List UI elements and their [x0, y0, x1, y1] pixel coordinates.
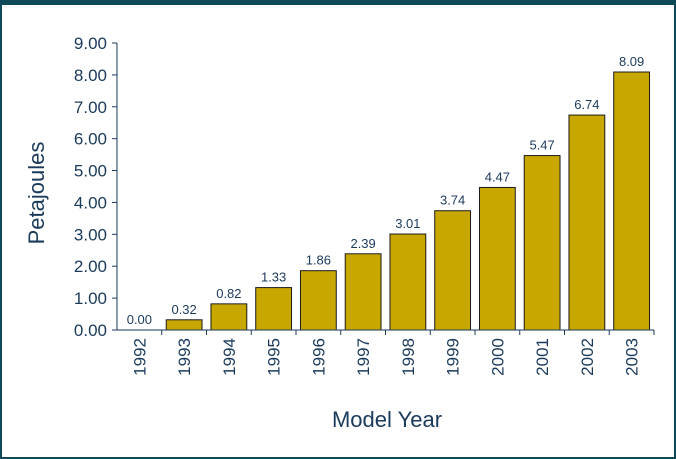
- data-label: 4.47: [485, 169, 510, 184]
- data-label: 1.33: [261, 270, 286, 285]
- data-label: 5.47: [529, 138, 554, 153]
- bar: [434, 210, 472, 331]
- x-tick-label: 1998: [399, 338, 418, 376]
- x-tick-label: 2001: [533, 338, 552, 376]
- data-label: 0.00: [127, 312, 152, 327]
- y-tick-label: 1.00: [74, 289, 107, 308]
- y-tick-label: 6.00: [74, 130, 107, 149]
- data-label: 0.32: [171, 302, 196, 317]
- x-tick-label: 1997: [354, 338, 373, 376]
- x-tick-label: 2003: [623, 338, 642, 376]
- bar: [613, 71, 651, 331]
- y-tick-label: 3.00: [74, 225, 107, 244]
- bar: [165, 319, 203, 331]
- bars: [165, 71, 651, 331]
- y-tick-label: 7.00: [74, 98, 107, 117]
- data-label: 3.01: [395, 216, 420, 231]
- bar: [478, 186, 516, 331]
- y-tick-label: 0.00: [74, 321, 107, 340]
- y-tick-label: 8.00: [74, 66, 107, 85]
- x-axis-ticks: 1992 1993 1994 1995 1996 1997 1998 1999 2000 2001…: [130, 330, 655, 376]
- bar: [568, 114, 606, 331]
- y-tick-label: 5.00: [74, 162, 107, 181]
- bar: [255, 287, 293, 331]
- x-tick-label: 2000: [488, 338, 507, 376]
- y-tick-label: 9.00: [74, 34, 107, 53]
- y-axis-title: Petajoules: [24, 142, 49, 245]
- x-tick-label: 2002: [578, 338, 597, 376]
- data-label: 2.39: [350, 236, 375, 251]
- data-labels: 0.00 0.32 0.82 1.33 1.86 2.39 3.01 3.74 4.47 5.47…: [127, 54, 645, 327]
- x-tick-label: 1993: [175, 338, 194, 376]
- data-label: 3.74: [440, 193, 465, 208]
- bar: [389, 233, 427, 331]
- y-axis-ticks: 0.00 1.00 2.00 3.00 4.00 5.00 6.00 7.00 8.00 9.00: [74, 34, 117, 340]
- bar: [210, 303, 248, 331]
- x-tick-label: 1992: [130, 338, 149, 376]
- y-tick-label: 4.00: [74, 193, 107, 212]
- x-axis-title: Model Year: [332, 407, 442, 432]
- bar: [299, 270, 337, 331]
- data-label: 1.86: [306, 253, 331, 268]
- bar: [344, 253, 382, 331]
- bar: [523, 155, 561, 331]
- x-tick-label: 1999: [444, 338, 463, 376]
- data-label: 8.09: [619, 54, 644, 69]
- x-tick-label: 1995: [265, 338, 284, 376]
- y-tick-label: 2.00: [74, 257, 107, 276]
- x-tick-label: 1996: [309, 338, 328, 376]
- data-label: 0.82: [216, 286, 241, 301]
- x-tick-label: 1994: [220, 338, 239, 376]
- data-label: 6.74: [574, 97, 599, 112]
